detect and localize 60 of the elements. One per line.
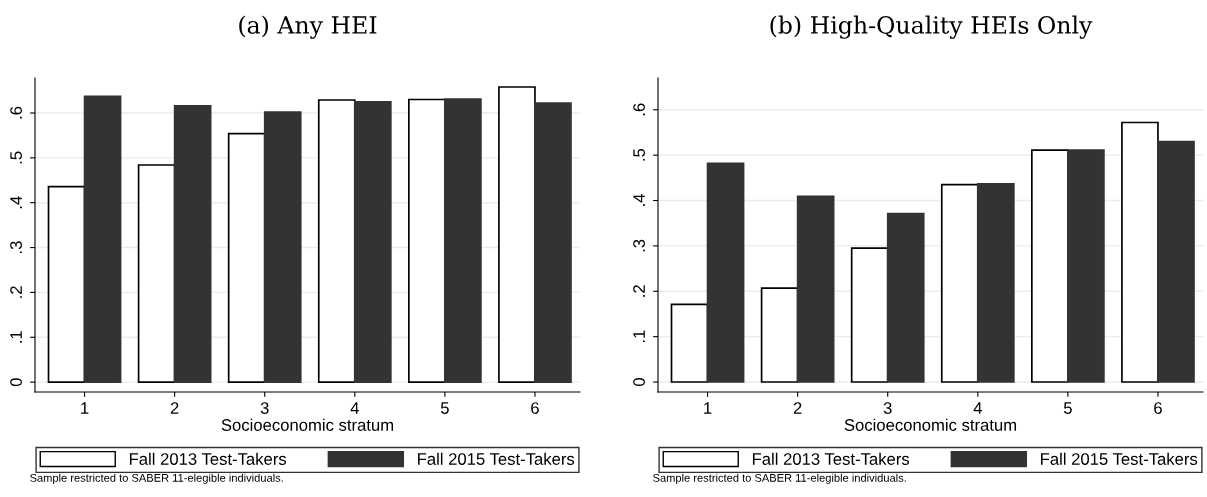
- y-tick-label: .5: [10, 151, 22, 164]
- bar: [353, 100, 392, 383]
- x-tick-label: 5: [1063, 402, 1072, 414]
- y-tick-label: .1: [633, 330, 645, 343]
- x-tick-label: 2: [170, 402, 179, 414]
- y-tick-label: .1: [10, 331, 22, 343]
- x-axis-title: Socioeconomic stratum: [844, 418, 1017, 431]
- y-tick-label: .2: [10, 286, 22, 298]
- bar: [760, 287, 799, 383]
- bar: [1121, 121, 1159, 383]
- y-tick-label: .6: [10, 106, 22, 119]
- bar: [263, 111, 302, 383]
- y-tick-label: .2: [633, 285, 645, 297]
- y-tick-label: 0: [10, 378, 22, 387]
- legend-label: Fall 2013 Test-Takers: [752, 452, 910, 465]
- bar: [976, 182, 1015, 383]
- y-tick-label: 0: [633, 378, 645, 386]
- bar: [47, 185, 86, 383]
- bar: [850, 247, 889, 383]
- bar: [137, 164, 176, 383]
- bar: [227, 132, 266, 383]
- y-tick-label: .5: [633, 148, 645, 161]
- bar: [1157, 140, 1195, 383]
- bar: [886, 212, 925, 383]
- x-tick-label: 6: [1154, 402, 1162, 414]
- y-tick-label: .4: [10, 196, 22, 209]
- legend-label: Fall 2013 Test-Takers: [129, 452, 287, 465]
- x-tick-label: 5: [440, 402, 449, 414]
- text: Sample restricted to SABER 11-elegible individuals.: [653, 473, 906, 484]
- y-tick-label: .4: [633, 194, 645, 206]
- x-axis-title: Socioeconomic stratum: [221, 418, 394, 431]
- y-tick-label: .3: [10, 241, 22, 253]
- chart-title: (b) High-Quality HEIs Only: [770, 15, 1093, 39]
- x-tick-label: 4: [973, 402, 982, 414]
- bar: [796, 195, 835, 383]
- x-tick-label: 3: [260, 402, 269, 414]
- legend-label: Fall 2015 Test-Takers: [1041, 452, 1198, 465]
- bar: [706, 162, 745, 383]
- y-tick-label: .3: [633, 239, 645, 252]
- legend-label: Fall 2015 Test-Takers: [418, 452, 575, 465]
- y-tick-label: .6: [633, 103, 645, 116]
- bar: [534, 102, 572, 383]
- x-tick-label: 4: [350, 402, 359, 414]
- bar: [940, 183, 979, 383]
- x-tick-label: 2: [793, 402, 802, 414]
- bar: [1031, 149, 1069, 383]
- bar: [173, 104, 212, 383]
- bar: [408, 98, 446, 383]
- bar: [317, 99, 356, 383]
- bar: [444, 98, 482, 383]
- bar: [498, 86, 536, 383]
- x-tick-label: 3: [883, 402, 892, 414]
- x-tick-label: 1: [81, 402, 89, 414]
- bar: [83, 95, 122, 383]
- x-tick-label: 1: [704, 402, 712, 414]
- text: Sample restricted to SABER 11-elegible individuals.: [30, 473, 283, 484]
- bar: [1067, 149, 1105, 383]
- chart-title: (a) Any HEI: [239, 15, 377, 39]
- bar: [670, 303, 709, 383]
- x-tick-label: 6: [531, 402, 539, 414]
